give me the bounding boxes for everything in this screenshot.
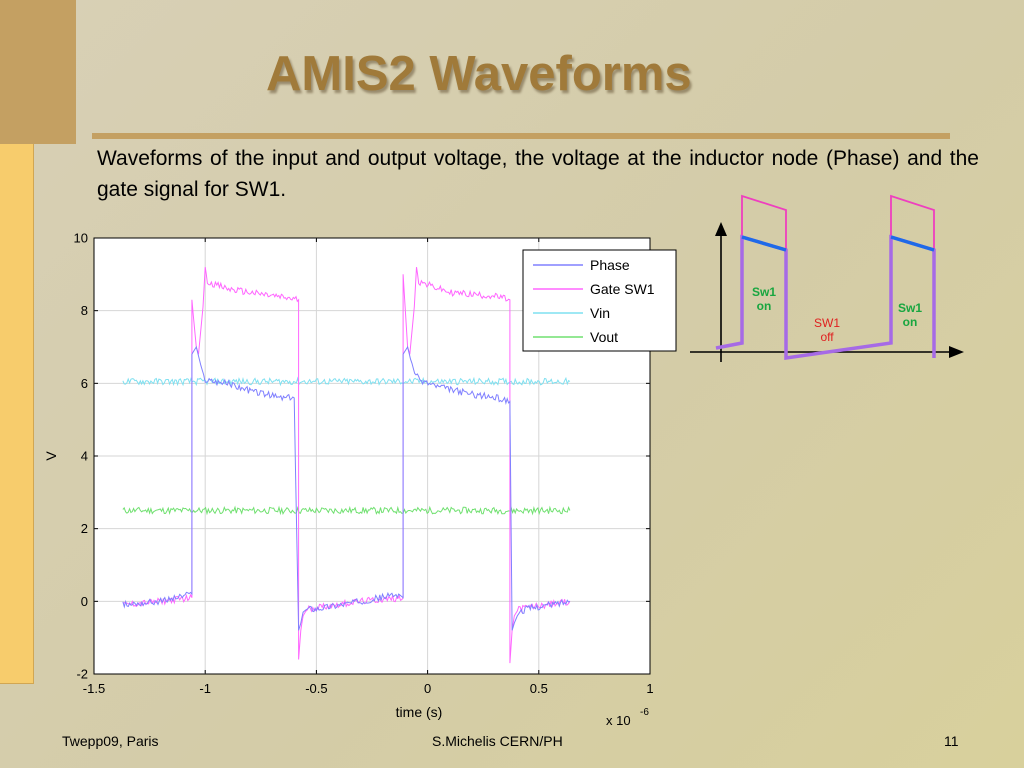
y-tick-label: 6 (81, 376, 88, 391)
x-tick-label: -1 (199, 681, 211, 696)
y-tick-label: 8 (81, 303, 88, 318)
y-tick-label: 4 (81, 449, 88, 464)
sw1-on-label: Sw1 on (752, 285, 776, 313)
y-tick-label: -2 (76, 667, 88, 682)
x-tick-label: -1.5 (83, 681, 105, 696)
slide-number: 11 (944, 733, 959, 749)
legend-box (522, 249, 677, 352)
legend-label: Vin (590, 305, 610, 321)
y-tick-label: 0 (81, 594, 88, 609)
y-tick-label: 2 (81, 521, 88, 536)
title-underline (92, 133, 950, 139)
sw1-off-label: SW1 off (814, 316, 840, 344)
legend: Phase Gate SW1 Vin Vout (522, 249, 677, 352)
footer-author: S.Michelis CERN/PH (432, 733, 563, 749)
series-line-phase (122, 345, 571, 631)
legend-label: Vout (590, 329, 618, 345)
y-axis-label: V (43, 451, 59, 461)
x-axis-label: time (s) (396, 704, 443, 720)
legend-label: Phase (590, 257, 630, 273)
footer-event: Twepp09, Paris (62, 733, 159, 749)
legend-label: Gate SW1 (590, 281, 655, 297)
x-multiplier-exponent: -6 (640, 707, 649, 718)
x-multiplier-label: x 10 (606, 713, 631, 728)
x-tick-label: 1 (646, 681, 653, 696)
x-tick-label: -0.5 (305, 681, 327, 696)
x-tick-label: 0 (424, 681, 431, 696)
y-tick-label: 10 (74, 231, 88, 246)
slide-title: AMIS2 Waveforms (266, 47, 692, 101)
slide-description: Waveforms of the input and output voltag… (97, 147, 979, 201)
y-arrowhead (715, 222, 727, 236)
sw1-on-label: Sw1 on (898, 301, 922, 329)
x-tick-label: 0.5 (530, 681, 548, 696)
series-line-vout (122, 505, 571, 516)
corner-decoration (0, 0, 76, 144)
series-line-vin (122, 376, 571, 387)
side-decoration-bar (0, 144, 34, 684)
x-arrowhead (949, 346, 964, 358)
phase-high-segment (741, 235, 787, 252)
phase-high-segment (890, 235, 935, 252)
